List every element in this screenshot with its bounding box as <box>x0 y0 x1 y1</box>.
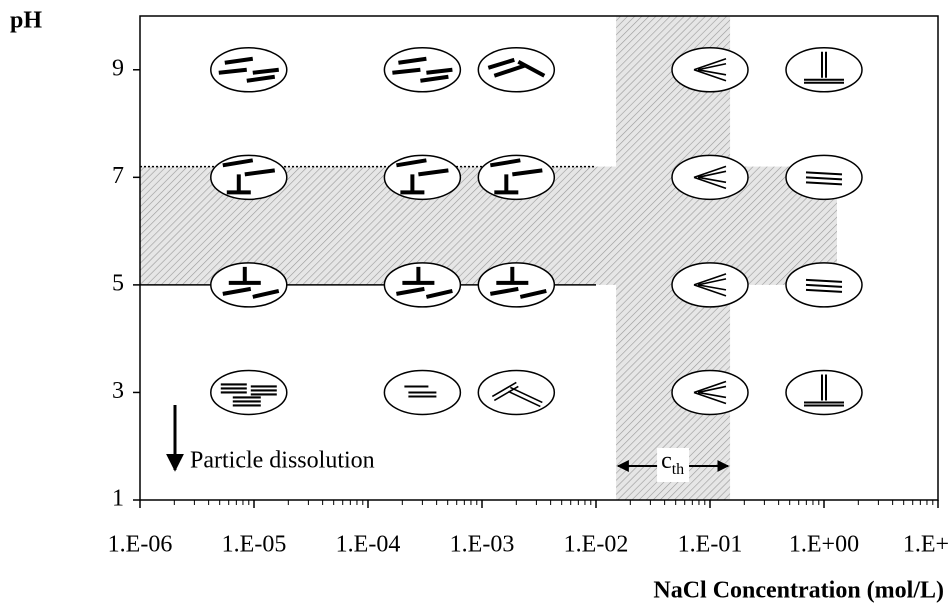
y-tick-label: 5 <box>112 270 124 296</box>
y-tick-label: 3 <box>112 378 124 404</box>
point <box>786 370 862 414</box>
particle-glyph <box>672 370 748 414</box>
point <box>672 263 748 307</box>
chart: 1 3 5 7 9 1.E-06 1.E-05 1.E-04 1.E-03 1.E-02 1.E-0… <box>0 0 950 611</box>
particle-glyph <box>478 155 554 199</box>
x-tick-label: 1.E+01 <box>903 532 950 558</box>
point <box>786 48 862 92</box>
page: {"chart_data": { "type": "scatter", "x_l… <box>0 0 950 611</box>
particle-glyph <box>672 263 748 307</box>
annotation: Particle dissolution <box>190 448 375 474</box>
y-tick-label: 1 <box>112 486 124 512</box>
particle-glyph <box>211 370 287 414</box>
particle-glyph <box>478 263 554 307</box>
particle-glyph <box>672 155 748 199</box>
particle-glyph <box>478 48 554 92</box>
particle-glyph <box>384 155 460 199</box>
particle-glyph <box>786 370 862 414</box>
x-tick-label: 1.E-03 <box>450 532 515 558</box>
x-tick-label: 1.E-06 <box>108 532 173 558</box>
particle-glyph <box>384 48 460 92</box>
x-axis-title: NaCl Concentration (mol/L) <box>653 578 944 604</box>
threshold-sub: th <box>672 461 684 478</box>
x-tick-label: 1.E-04 <box>336 532 401 558</box>
y-tick-label: 9 <box>112 55 124 81</box>
particle-glyph <box>211 155 287 199</box>
threshold-main: c <box>661 448 672 474</box>
x-tick-label: 1.E-01 <box>678 532 743 558</box>
x-tick-label: 1.E+00 <box>789 532 859 558</box>
particle-glyph <box>384 370 460 414</box>
point <box>478 370 554 414</box>
x-tick-label: 1.E-05 <box>222 532 287 558</box>
point <box>672 370 748 414</box>
particle-glyph <box>211 263 287 307</box>
y-tick-label: 7 <box>112 163 124 189</box>
particle-glyph <box>211 48 287 92</box>
particle-glyph <box>786 48 862 92</box>
particle-glyph <box>786 155 862 199</box>
x-tick-label: 1.E-02 <box>564 532 629 558</box>
particle-glyph <box>478 370 554 414</box>
point <box>672 155 748 199</box>
y-axis-title: pH <box>10 8 42 34</box>
particle-glyph <box>786 263 862 307</box>
particle-glyph <box>672 48 748 92</box>
particle-glyph <box>384 263 460 307</box>
point <box>672 48 748 92</box>
